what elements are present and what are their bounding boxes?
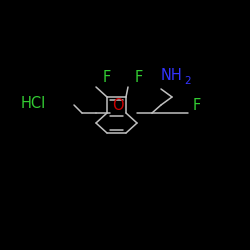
Text: F: F <box>135 70 143 86</box>
Text: 2: 2 <box>185 76 191 86</box>
Text: F: F <box>193 98 201 112</box>
Text: HCl: HCl <box>20 96 46 112</box>
Text: O: O <box>112 98 124 112</box>
Text: F: F <box>103 70 111 86</box>
Text: NH: NH <box>161 68 183 84</box>
